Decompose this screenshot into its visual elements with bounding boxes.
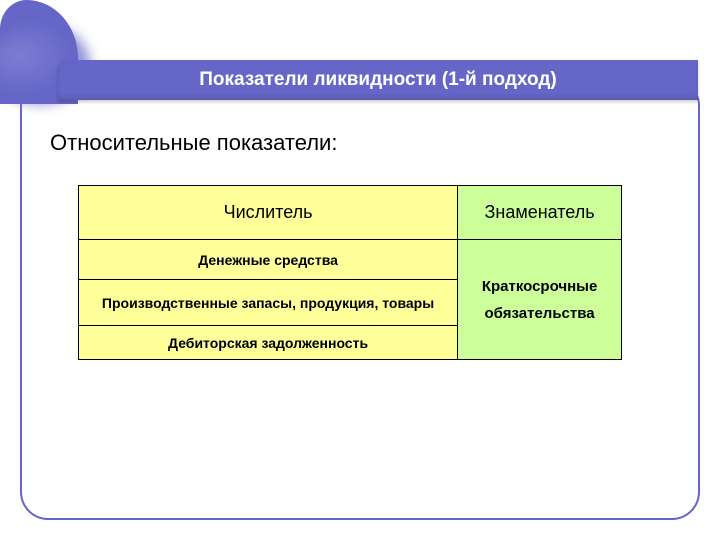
table-header-row: Числитель Знаменатель xyxy=(79,186,622,240)
header-denominator: Знаменатель xyxy=(458,186,622,240)
numerator-cell-3: Дебиторская задолженность xyxy=(79,326,458,360)
slide-title: Показатели ликвидности (1-й подход) xyxy=(58,60,698,100)
numerator-cell-2: Производственные запасы, продукция, това… xyxy=(79,280,458,326)
numerator-cell-1: Денежные средства xyxy=(79,240,458,280)
header-numerator: Числитель xyxy=(79,186,458,240)
table-row: Денежные средства Краткосрочные обязател… xyxy=(79,240,622,280)
denominator-cell: Краткосрочные обязательства xyxy=(458,240,622,360)
slide-subtitle: Относительные показатели: xyxy=(50,130,337,156)
title-banner: Показатели ликвидности (1-й подход) xyxy=(0,44,720,104)
liquidity-table: Числитель Знаменатель Денежные средства … xyxy=(78,185,622,360)
